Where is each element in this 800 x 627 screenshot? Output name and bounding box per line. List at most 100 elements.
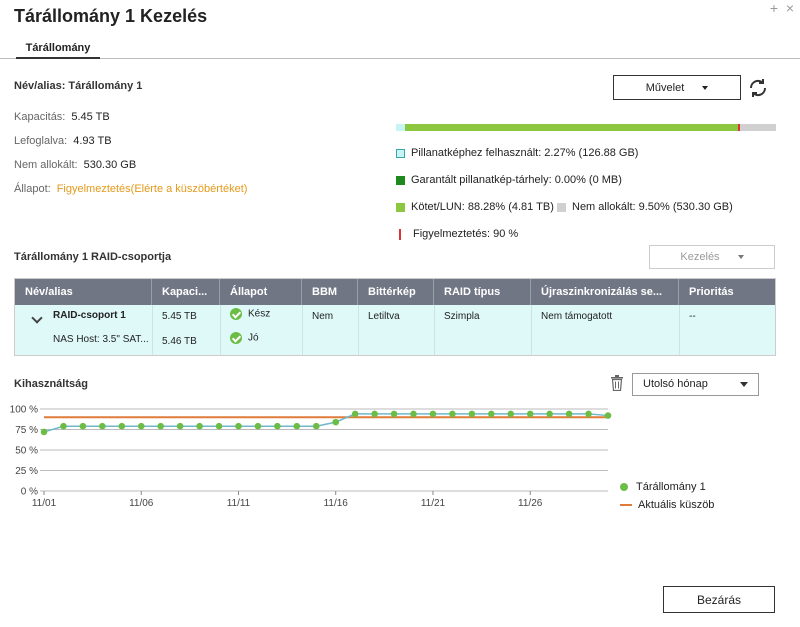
usage-volume-segment — [404, 124, 741, 131]
table-body: RAID-csoport 1 5.45 TB Kész Nem Letiltva… — [15, 305, 775, 355]
data-point — [507, 410, 515, 418]
caret-down-icon — [740, 382, 748, 387]
data-point — [99, 422, 106, 430]
manage-dropdown-button[interactable]: Kezelés — [649, 245, 775, 269]
caret-down-icon — [702, 85, 709, 90]
data-point — [468, 410, 476, 418]
caret-down-icon — [737, 255, 744, 259]
legend-unallocated: Nem allokált: 9.50% (530.30 GB) — [557, 201, 733, 213]
unallocated-swatch — [557, 202, 566, 212]
trash-icon[interactable] — [610, 375, 624, 391]
tab-bar: Tárállomány — [0, 40, 800, 59]
y-tick-label: 50 % — [15, 446, 38, 457]
data-point — [390, 410, 398, 418]
group-status: Kész — [230, 308, 270, 320]
x-tick-label: 11/16 — [324, 498, 349, 509]
col-bitmap[interactable]: Bittérkép — [358, 279, 434, 305]
window-title: Tárállomány 1 Kezelés — [14, 6, 208, 26]
raid-table: Név/alias Kapaci... Állapot BBM Bittérké… — [14, 278, 776, 356]
raid-section-title: Tárállomány 1 RAID-csoportja — [14, 251, 172, 263]
data-point — [332, 418, 340, 426]
data-point — [118, 422, 126, 430]
column-divider — [220, 305, 221, 355]
data-point — [449, 410, 456, 418]
warning-marker-icon — [399, 228, 401, 240]
column-divider — [358, 305, 359, 355]
data-point — [429, 410, 437, 418]
group-capacity: 5.45 TB — [162, 311, 197, 322]
data-point — [176, 422, 184, 430]
col-capacity[interactable]: Kapaci... — [152, 279, 220, 305]
y-tick-label: 0 % — [21, 487, 38, 498]
unallocated-value: 530.30 GB — [83, 159, 137, 171]
x-tick-label: 11/11 — [227, 498, 251, 509]
data-point — [604, 412, 612, 419]
close-icon[interactable]: × — [785, 0, 794, 16]
data-point — [215, 422, 223, 430]
data-point — [371, 410, 378, 418]
info-capacity: Kapacitás: 5.45 TB — [14, 111, 110, 123]
data-point — [40, 428, 48, 436]
utilization-title: Kihasználtság — [14, 378, 88, 390]
col-bbm[interactable]: BBM — [302, 279, 358, 305]
column-divider — [152, 305, 153, 355]
data-point — [254, 422, 262, 430]
group-priority: -- — [689, 311, 696, 322]
check-circle-icon — [230, 332, 242, 344]
check-circle-icon — [230, 308, 242, 320]
data-point — [157, 422, 164, 430]
threshold-line-icon — [620, 504, 632, 506]
usage-snapshot-segment — [396, 124, 405, 131]
col-raid-type[interactable]: RAID típus — [434, 279, 531, 305]
data-point — [410, 410, 417, 418]
y-tick-label: 75 % — [15, 425, 38, 436]
chevron-down-icon[interactable] — [31, 312, 43, 324]
time-range-select[interactable]: Utolsó hónap — [632, 373, 759, 396]
add-icon[interactable]: + — [769, 0, 778, 16]
disk-status: Jó — [230, 332, 259, 344]
data-point — [546, 410, 553, 418]
data-point — [488, 410, 495, 418]
chart-legend-threshold: Aktuális küszöb — [620, 499, 714, 511]
data-point — [293, 422, 301, 430]
data-point — [274, 422, 281, 430]
col-priority[interactable]: Prioritás — [689, 286, 734, 298]
manage-label: Kezelés — [680, 251, 720, 263]
status-value: Figyelmeztetés(Elérte a küszöbértéket) — [56, 183, 248, 195]
usage-warning-marker — [738, 124, 740, 131]
info-status: Állapot: Figyelmeztetés(Elérte a küszöbér… — [14, 183, 247, 195]
legend-guaranteed-label: Garantált pillanatkép-tárhely: 0.00% (0 … — [411, 174, 622, 186]
x-tick-label: 11/01 — [32, 498, 57, 509]
group-name: RAID-csoport 1 — [53, 310, 126, 321]
table-header: Név/alias Kapaci... Állapot BBM Bittérké… — [15, 279, 775, 305]
usage-bar — [396, 124, 776, 131]
status-label: Állapot: — [14, 183, 51, 195]
disk-capacity: 5.46 TB — [162, 336, 197, 347]
allocated-value: 4.93 TB — [73, 135, 112, 147]
close-button[interactable]: Bezárás — [663, 586, 775, 613]
tab-storage-pool[interactable]: Tárállomány — [16, 40, 100, 59]
group-bbm: Nem — [312, 311, 334, 322]
volume-swatch — [396, 202, 405, 212]
group-raid-type: Szimpla — [444, 311, 480, 322]
chart-legend-series: Tárállomány 1 — [620, 481, 706, 493]
column-divider — [302, 305, 303, 355]
guaranteed-swatch — [396, 175, 405, 185]
data-point — [351, 410, 359, 418]
col-name[interactable]: Név/alias — [15, 279, 152, 305]
data-point — [196, 422, 203, 430]
action-dropdown-button[interactable]: Művelet — [613, 75, 741, 100]
legend-series-label: Tárállomány 1 — [636, 481, 706, 493]
group-status-label: Kész — [248, 308, 271, 320]
col-status[interactable]: Állapot — [220, 279, 302, 305]
disk-status-label: Jó — [248, 332, 259, 344]
data-point — [137, 422, 145, 430]
refresh-icon[interactable] — [746, 76, 770, 100]
data-point — [526, 410, 534, 418]
legend-volume-label: Kötet/LUN: 88.28% (4.81 TB) — [411, 201, 554, 213]
col-resync[interactable]: Újraszinkronizálás se... — [531, 279, 679, 305]
pool-alias: Név/alias: Tárállomány 1 — [14, 80, 143, 92]
allocated-label: Lefoglalva: — [14, 135, 68, 147]
capacity-value: 5.45 TB — [71, 111, 110, 123]
group-resync: Nem támogatott — [541, 311, 613, 322]
